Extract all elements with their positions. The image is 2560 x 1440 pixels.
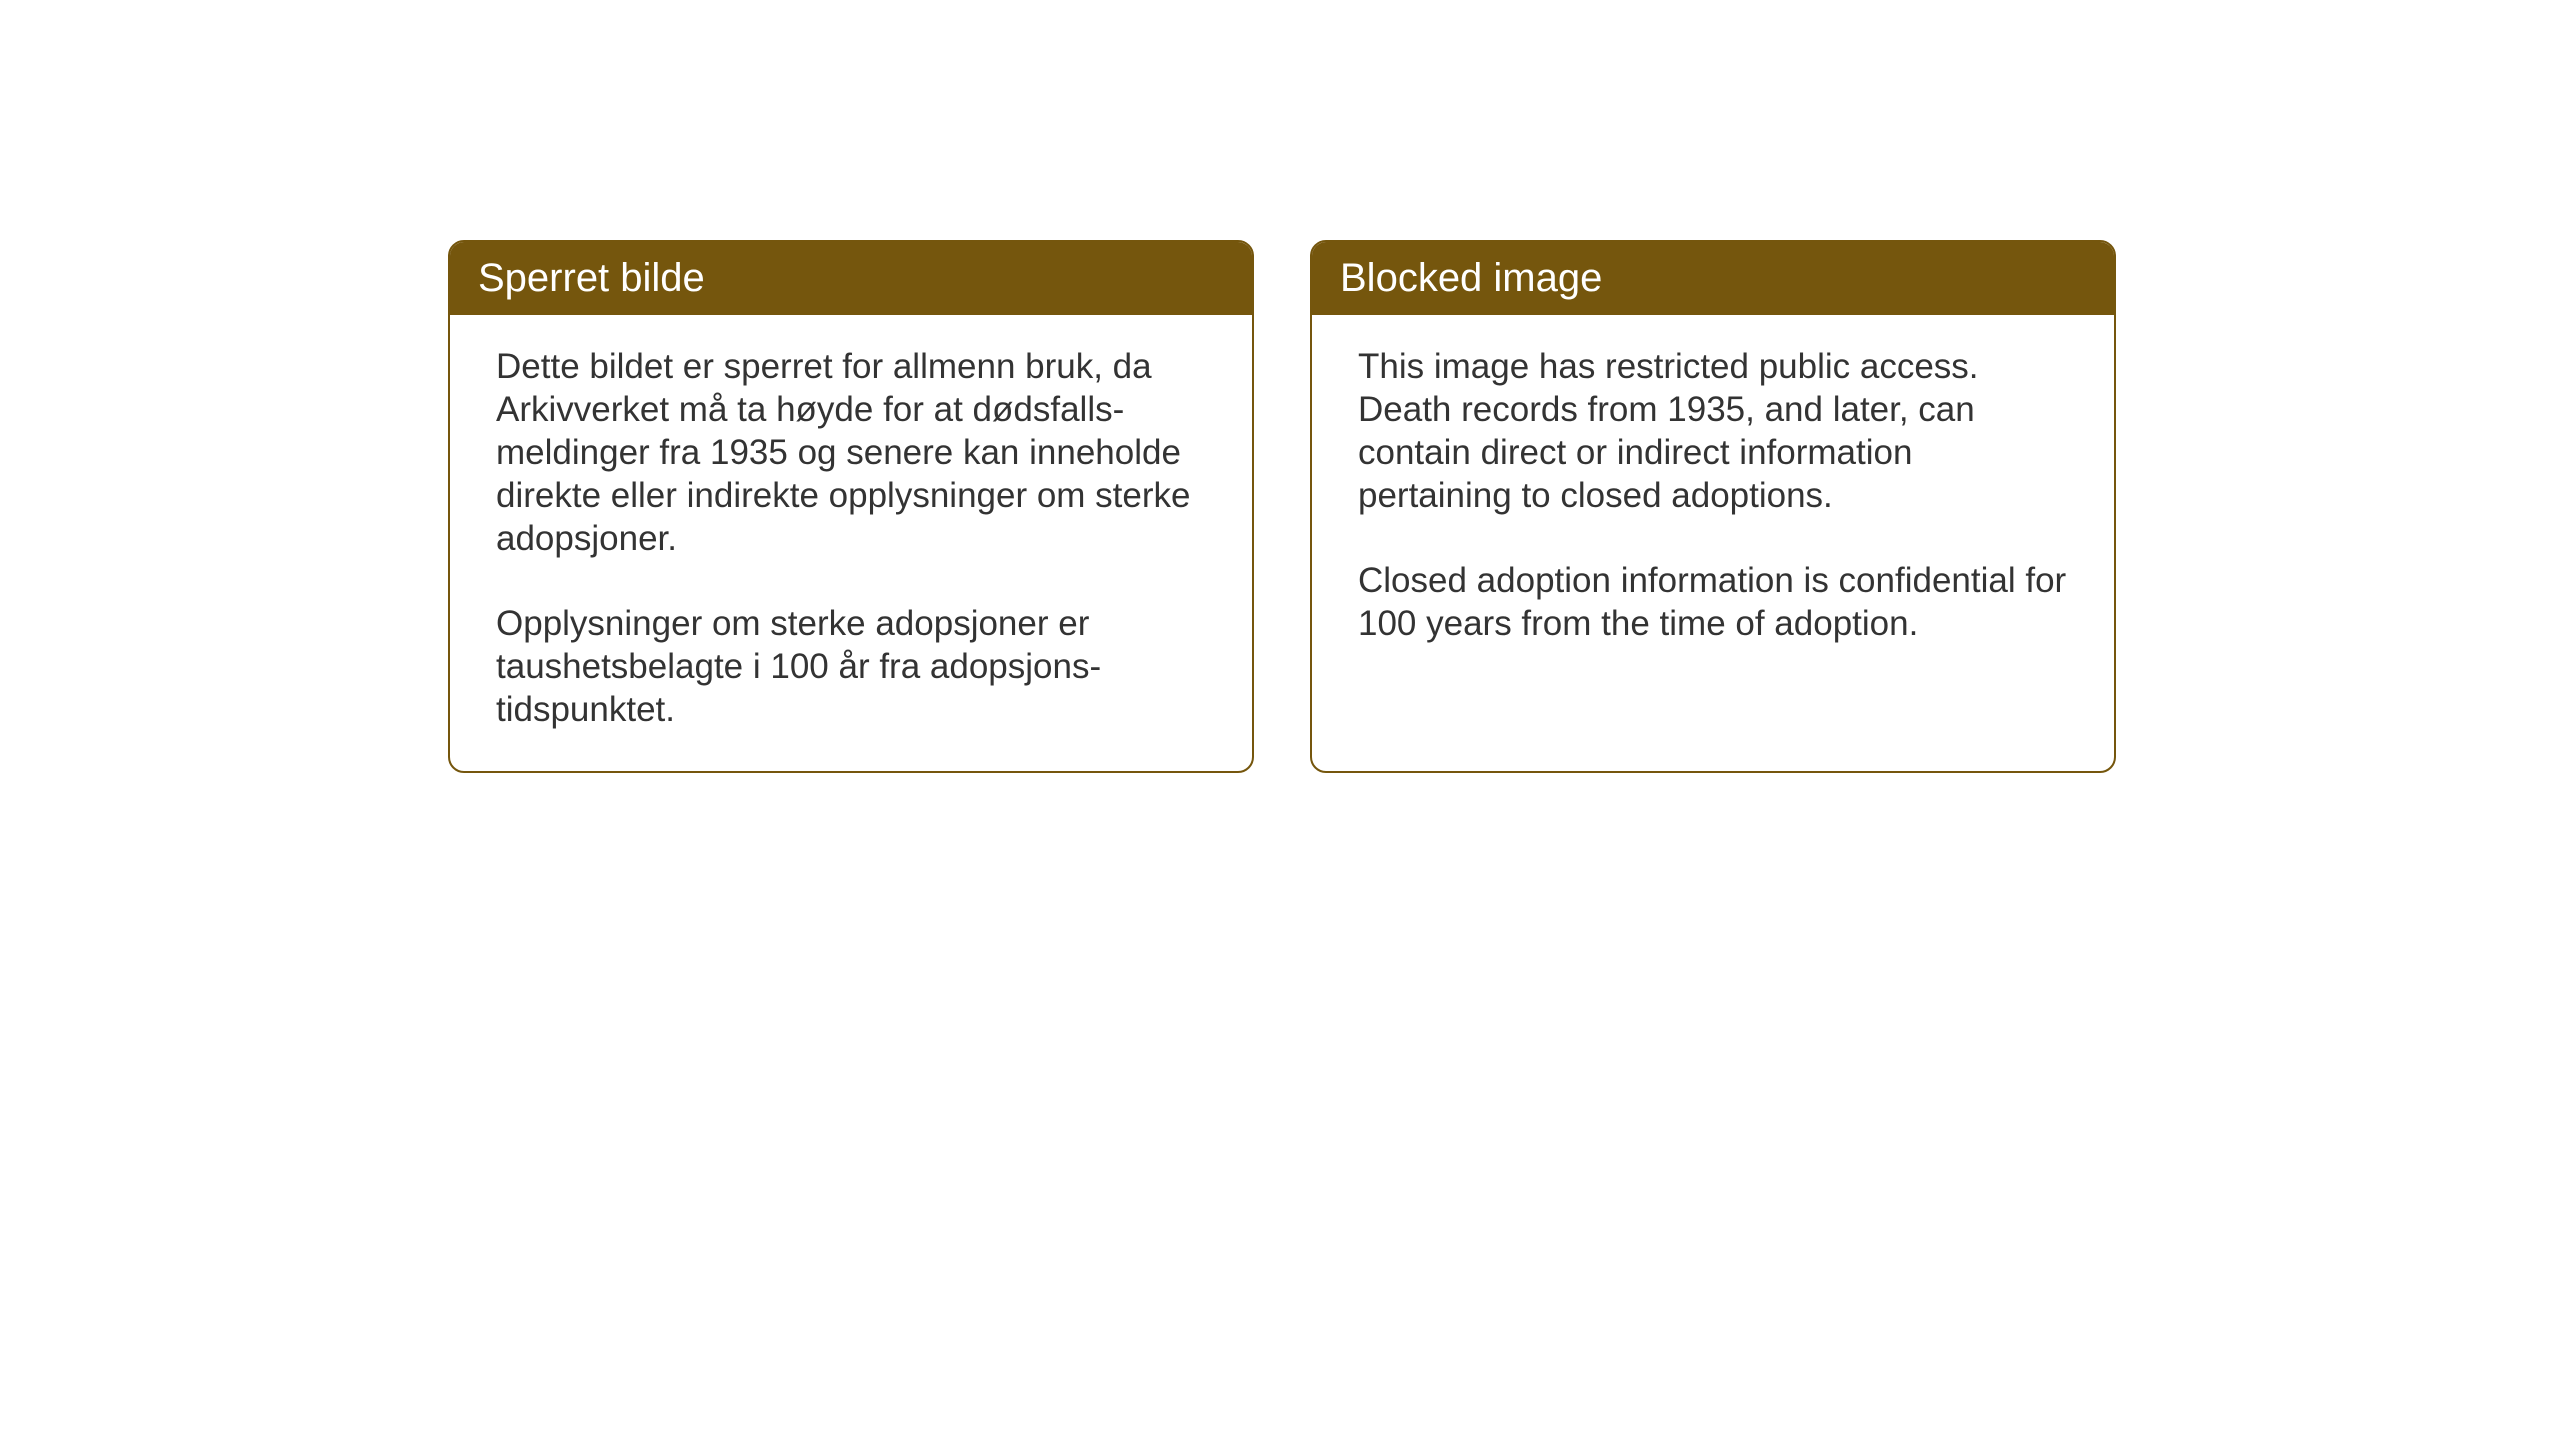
norwegian-paragraph-2: Opplysninger om sterke adopsjoner er tau… xyxy=(496,602,1206,731)
english-paragraph-1: This image has restricted public access.… xyxy=(1358,345,2068,517)
norwegian-notice-card: Sperret bilde Dette bildet er sperret fo… xyxy=(448,240,1254,773)
norwegian-paragraph-1: Dette bildet er sperret for allmenn bruk… xyxy=(496,345,1206,560)
norwegian-card-title: Sperret bilde xyxy=(450,242,1252,315)
notice-container: Sperret bilde Dette bildet er sperret fo… xyxy=(448,240,2116,773)
english-card-title: Blocked image xyxy=(1312,242,2114,315)
english-notice-card: Blocked image This image has restricted … xyxy=(1310,240,2116,773)
english-card-body: This image has restricted public access.… xyxy=(1312,315,2114,745)
norwegian-card-body: Dette bildet er sperret for allmenn bruk… xyxy=(450,315,1252,771)
english-paragraph-2: Closed adoption information is confident… xyxy=(1358,559,2068,645)
